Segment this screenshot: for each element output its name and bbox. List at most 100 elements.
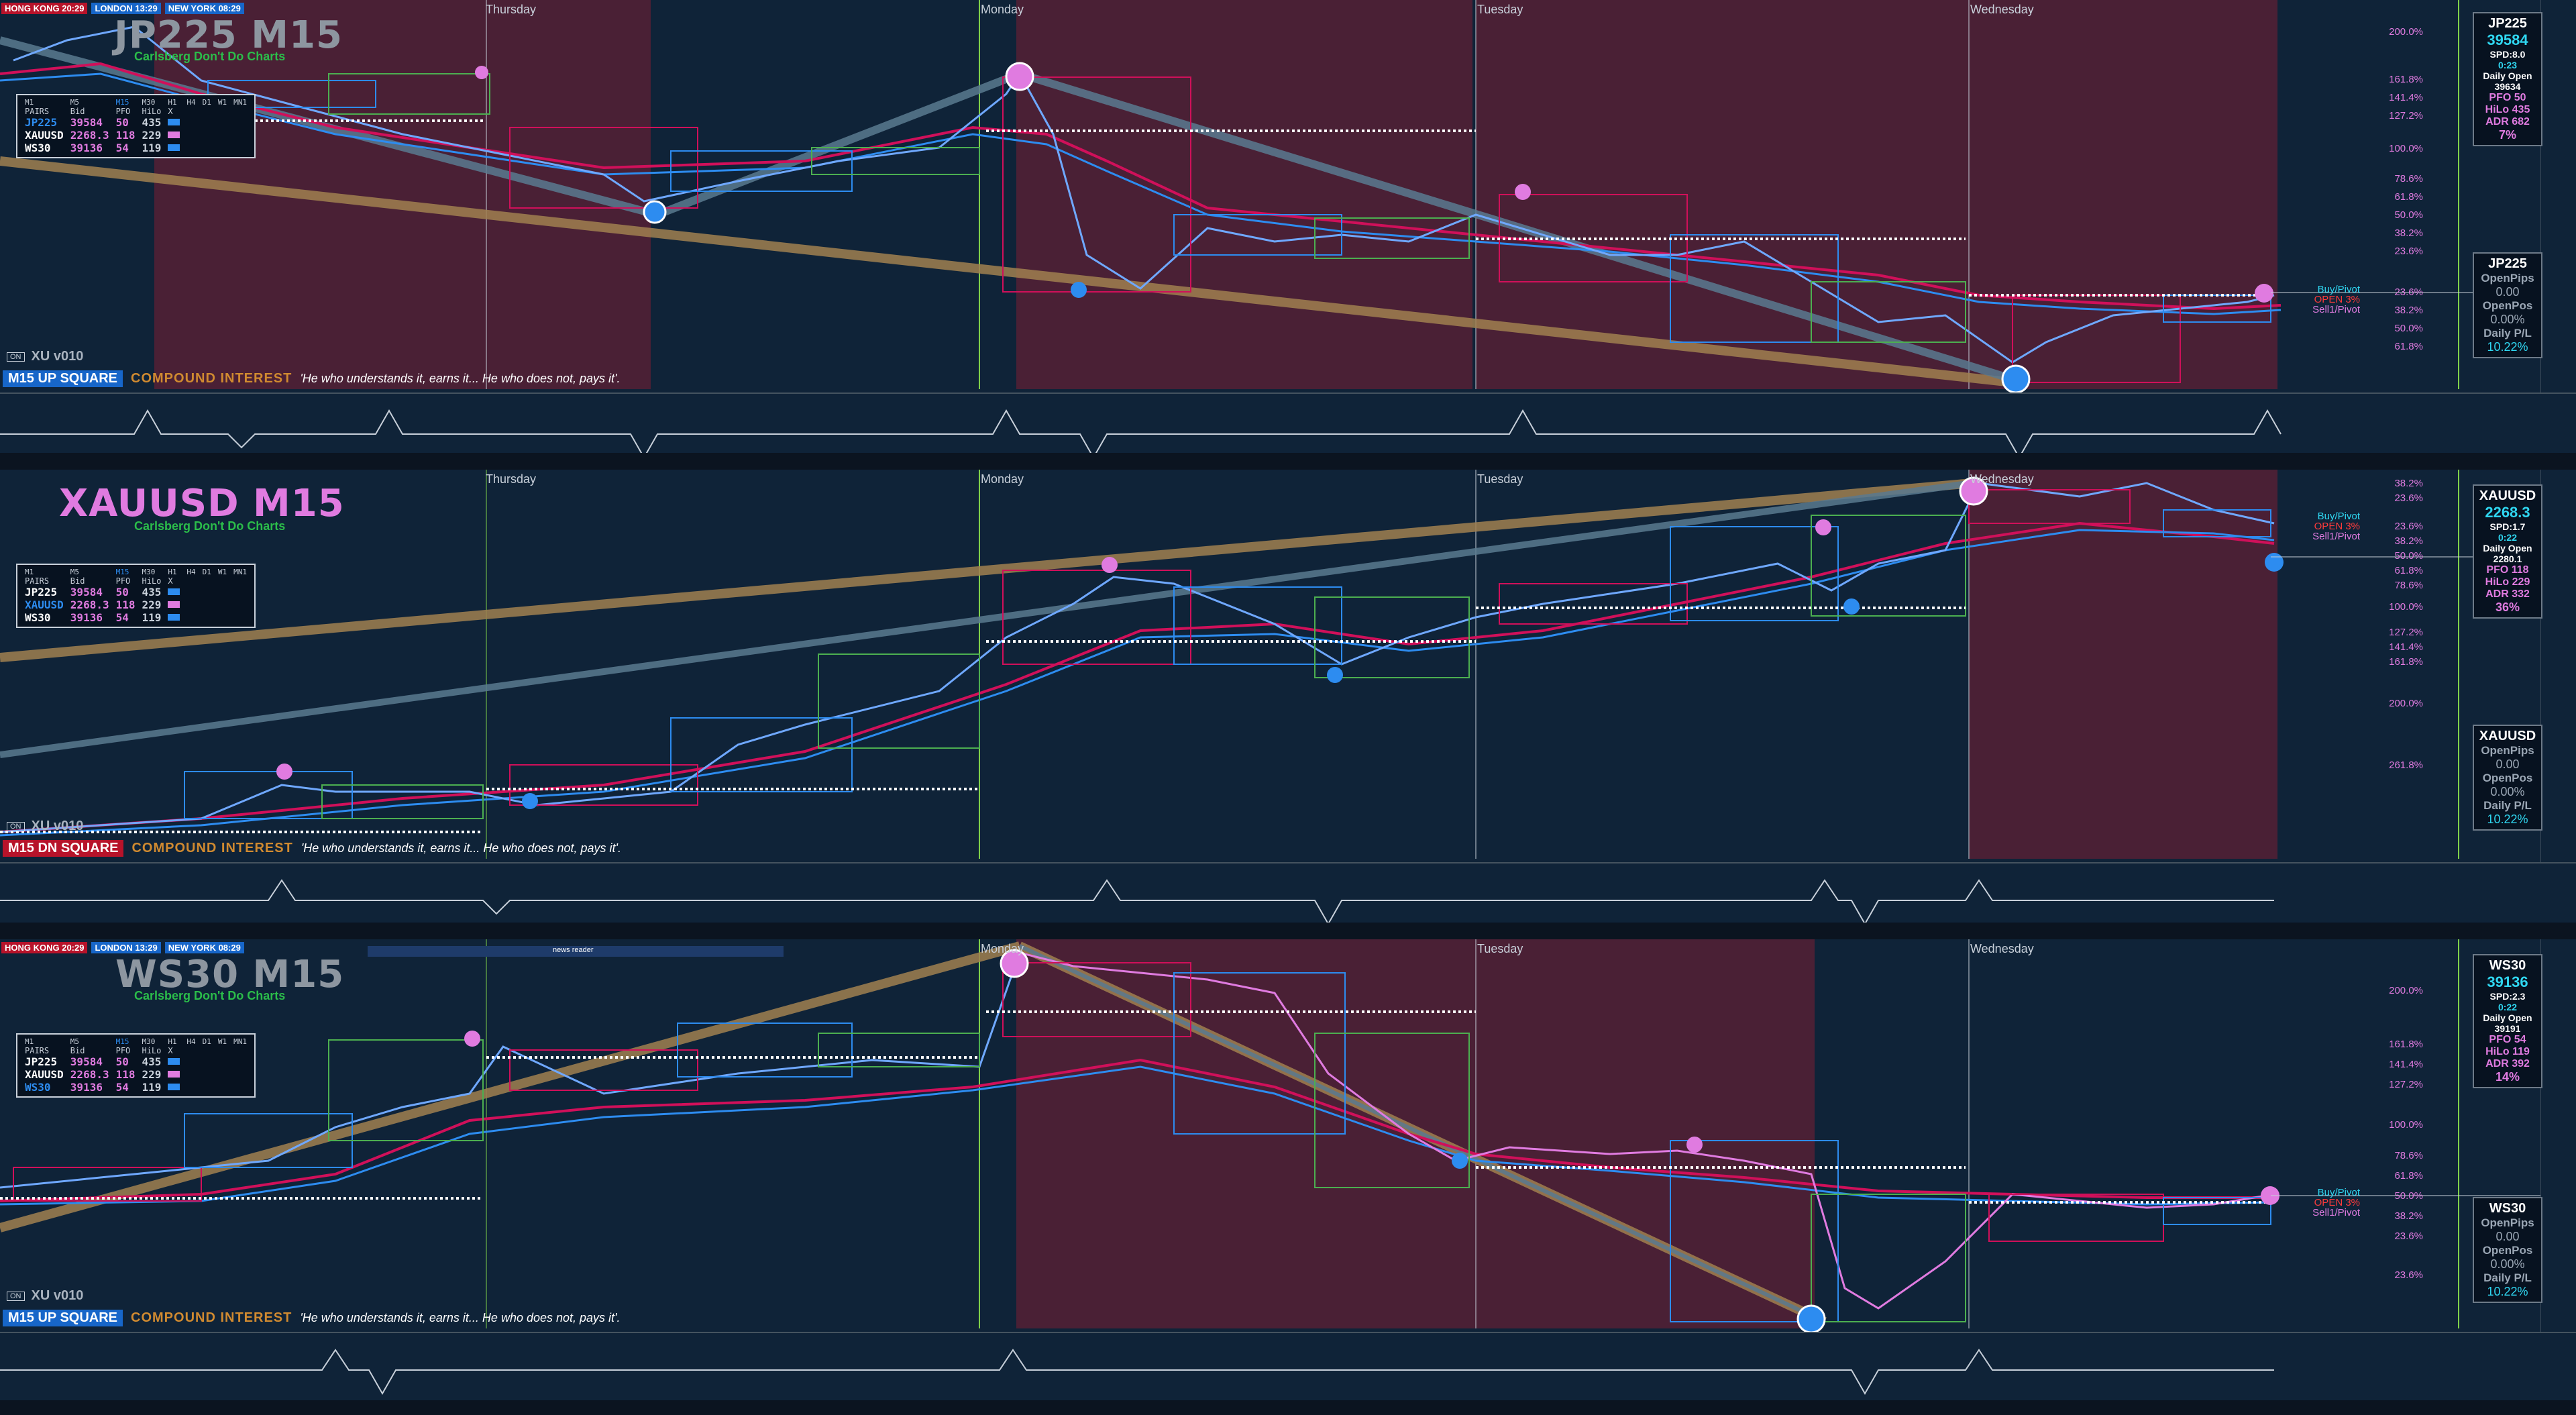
- info-adr: ADR 682: [2474, 116, 2541, 128]
- table-row[interactable]: JP225 39584 50 435: [21, 1055, 250, 1068]
- pair-name[interactable]: JP225: [21, 1055, 67, 1068]
- openpips-value: 0.00: [2474, 1230, 2541, 1244]
- oscillator-panel-xauusd[interactable]: [0, 862, 2576, 924]
- tf-h1[interactable]: H1: [164, 1037, 183, 1046]
- tf-mn1[interactable]: MN1: [230, 568, 250, 576]
- buy-pivot-label: Buy/Pivot: [2312, 1188, 2360, 1198]
- tf-mn1[interactable]: MN1: [230, 1037, 250, 1046]
- pair-swatch: [164, 611, 183, 624]
- info-spread: SPD:2.3: [2474, 991, 2541, 1002]
- daily-pl-value: 10.22%: [2474, 813, 2541, 827]
- session-clocks: HONG KONG 20:29 LONDON 13:29 NEW YORK 08…: [1, 942, 244, 953]
- tf-m5[interactable]: M5: [67, 1037, 113, 1046]
- tf-h4[interactable]: H4: [183, 98, 199, 107]
- pair-bid: 39584: [67, 116, 113, 129]
- openpos-value: 0.00%: [2474, 1257, 2541, 1271]
- info-adr-percent: 7%: [2474, 128, 2541, 142]
- pair-name[interactable]: WS30: [21, 142, 67, 154]
- table-row[interactable]: WS30 39136 54 119: [21, 1081, 250, 1094]
- tf-d1[interactable]: D1: [199, 568, 215, 576]
- info-price: 39136: [2474, 974, 2541, 991]
- tf-m1[interactable]: M1: [21, 568, 67, 576]
- pair-name[interactable]: XAUUSD: [21, 129, 67, 142]
- fib-levels: 200.0% 161.8% 141.4% 127.2% 100.0% 78.6% 61.8%…: [2389, 981, 2423, 1286]
- tf-mn1[interactable]: MN1: [230, 98, 250, 107]
- tf-m1[interactable]: M1: [21, 98, 67, 107]
- oscillator-panel-jp225[interactable]: [0, 392, 2576, 454]
- openpips-value: 0.00: [2474, 757, 2541, 772]
- info-price: 2268.3: [2474, 504, 2541, 521]
- tf-w1[interactable]: W1: [215, 568, 230, 576]
- quote-text: 'He who understands it, earns it... He w…: [300, 372, 620, 386]
- tf-w1[interactable]: W1: [215, 98, 230, 107]
- chart-panel-jp225[interactable]: HONG KONG 20:29 LONDON 13:29 NEW YORK 08…: [0, 0, 2576, 395]
- info-adr-percent: 36%: [2474, 600, 2541, 615]
- info-daily-open-label: Daily Open: [2474, 1012, 2541, 1023]
- day-label: Wednesday: [1970, 3, 2034, 17]
- footer-bar: M15 UP SQUARE COMPOUND INTEREST 'He who …: [3, 1310, 620, 1326]
- day-label: Tuesday: [1477, 3, 1523, 17]
- tf-h4[interactable]: H4: [183, 1037, 199, 1046]
- square-label: M15 UP SQUARE: [3, 370, 123, 387]
- symbol-info-box: XAUUSD 2268.3 SPD:1.7 0:22 Daily Open 22…: [2473, 484, 2542, 619]
- version-label: XU v010: [32, 349, 84, 364]
- col-bid: Bid: [67, 107, 113, 116]
- table-row[interactable]: XAUUSD 2268.3 118 229: [21, 1068, 250, 1081]
- chart-subtitle: Carlsberg Don't Do Charts: [134, 519, 285, 533]
- on-toggle[interactable]: ON: [7, 1292, 25, 1301]
- on-toggle[interactable]: ON: [7, 822, 25, 831]
- price-scale[interactable]: [2540, 939, 2576, 1332]
- footer-bar: M15 UP SQUARE COMPOUND INTEREST 'He who …: [3, 370, 620, 387]
- table-row[interactable]: WS30 39136 54 119: [21, 142, 250, 154]
- tf-m15[interactable]: M15: [113, 98, 139, 107]
- table-row[interactable]: JP225 39584 50 435: [21, 116, 250, 129]
- pair-name[interactable]: WS30: [21, 1081, 67, 1094]
- table-row[interactable]: XAUUSD 2268.3 118 229: [21, 129, 250, 142]
- price-chart-xauusd[interactable]: [0, 470, 2576, 862]
- on-toggle[interactable]: ON: [7, 352, 25, 362]
- pair-name[interactable]: XAUUSD: [21, 598, 67, 611]
- info-pfo: PFO 50: [2474, 92, 2541, 104]
- news-reader-bar[interactable]: news reader: [368, 946, 784, 957]
- pair-pfo: 50: [113, 586, 139, 598]
- tf-m1[interactable]: M1: [21, 1037, 67, 1046]
- indicator-badge: ON XU v010: [7, 819, 83, 834]
- chart-panel-xauusd[interactable]: Thursday Monday Tuesday Wednesday XAUUSD…: [0, 470, 2576, 864]
- tf-d1[interactable]: D1: [199, 1037, 215, 1046]
- info-daily-open: 39191: [2474, 1023, 2541, 1034]
- price-scale[interactable]: [2540, 0, 2576, 392]
- day-label: Monday: [981, 472, 1024, 486]
- tf-h1[interactable]: H1: [164, 98, 183, 107]
- tf-w1[interactable]: W1: [215, 1037, 230, 1046]
- pair-name[interactable]: WS30: [21, 611, 67, 624]
- info-daily-open-label: Daily Open: [2474, 543, 2541, 554]
- info-symbol: WS30: [2474, 958, 2541, 974]
- tf-m15[interactable]: M15: [113, 568, 139, 576]
- tf-m5[interactable]: M5: [67, 98, 113, 107]
- table-row[interactable]: JP225 39584 50 435: [21, 586, 250, 598]
- open-label: OPEN 3%: [2312, 521, 2360, 531]
- price-chart-jp225[interactable]: [0, 0, 2576, 392]
- pair-name[interactable]: JP225: [21, 116, 67, 129]
- oscillator-panel-ws30[interactable]: [0, 1332, 2576, 1400]
- info-candle-timer: 0:22: [2474, 532, 2541, 543]
- daily-pl-value: 10.22%: [2474, 340, 2541, 354]
- price-scale[interactable]: [2540, 470, 2576, 862]
- tf-m30[interactable]: M30: [139, 1037, 165, 1046]
- table-row[interactable]: WS30 39136 54 119: [21, 611, 250, 624]
- price-chart-ws30[interactable]: [0, 939, 2576, 1332]
- tf-d1[interactable]: D1: [199, 98, 215, 107]
- session-hongkong: HONG KONG 20:29: [1, 3, 87, 14]
- indicator-badge: ON XU v010: [7, 1288, 83, 1304]
- pair-bid: 2268.3: [67, 129, 113, 142]
- tf-m15[interactable]: M15: [113, 1037, 139, 1046]
- table-row[interactable]: XAUUSD 2268.3 118 229: [21, 598, 250, 611]
- tf-m5[interactable]: M5: [67, 568, 113, 576]
- tf-h4[interactable]: H4: [183, 568, 199, 576]
- tf-m30[interactable]: M30: [139, 98, 165, 107]
- tf-m30[interactable]: M30: [139, 568, 165, 576]
- pair-name[interactable]: JP225: [21, 586, 67, 598]
- tf-h1[interactable]: H1: [164, 568, 183, 576]
- pair-name[interactable]: XAUUSD: [21, 1068, 67, 1081]
- chart-panel-ws30[interactable]: HONG KONG 20:29 LONDON 13:29 NEW YORK 08…: [0, 939, 2576, 1334]
